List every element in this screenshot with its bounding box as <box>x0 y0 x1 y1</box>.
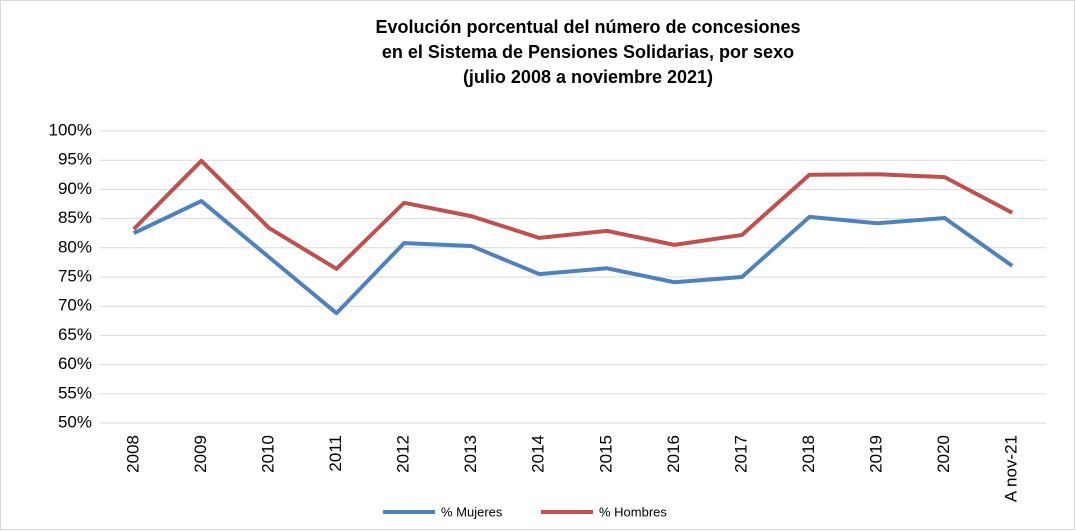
x-tick-label: 2011 <box>326 435 345 472</box>
x-tick-label: 2020 <box>934 435 953 473</box>
legend-label: % Mujeres <box>441 504 503 519</box>
x-tick-label: A nov-21 <box>1002 435 1021 502</box>
x-tick-label: 2014 <box>529 435 548 473</box>
y-tick-label: 50% <box>58 412 92 431</box>
x-tick-label: 2009 <box>191 435 210 473</box>
y-tick-label: 85% <box>58 208 92 227</box>
chart-title: Evolución porcentual del número de conce… <box>375 17 800 37</box>
y-tick-label: 70% <box>58 296 92 315</box>
x-tick-label: 2019 <box>867 435 886 473</box>
x-tick-label: 2010 <box>258 435 277 473</box>
y-tick-label: 95% <box>58 150 92 169</box>
x-tick-label: 2013 <box>461 435 480 473</box>
y-tick-label: 55% <box>58 383 92 402</box>
x-tick-label: 2018 <box>799 435 818 473</box>
chart-title: en el Sistema de Pensiones Solidarias, p… <box>382 42 794 62</box>
x-tick-label: 2012 <box>394 435 413 473</box>
series-line <box>132 199 1014 316</box>
x-tick-label: 2017 <box>731 435 750 473</box>
y-tick-label: 75% <box>58 266 92 285</box>
legend-label: % Hombres <box>599 504 667 519</box>
y-tick-label: 100% <box>49 120 92 139</box>
y-tick-label: 90% <box>58 179 92 198</box>
chart-title: (julio 2008 a noviembre 2021) <box>463 67 713 87</box>
x-tick-label: 2008 <box>123 435 142 473</box>
y-tick-label: 65% <box>58 325 92 344</box>
x-tick-label: 2016 <box>664 435 683 473</box>
x-tick-label: 2015 <box>596 435 615 473</box>
series-line <box>132 158 1014 271</box>
y-tick-label: 80% <box>58 237 92 256</box>
y-tick-label: 60% <box>58 354 92 373</box>
